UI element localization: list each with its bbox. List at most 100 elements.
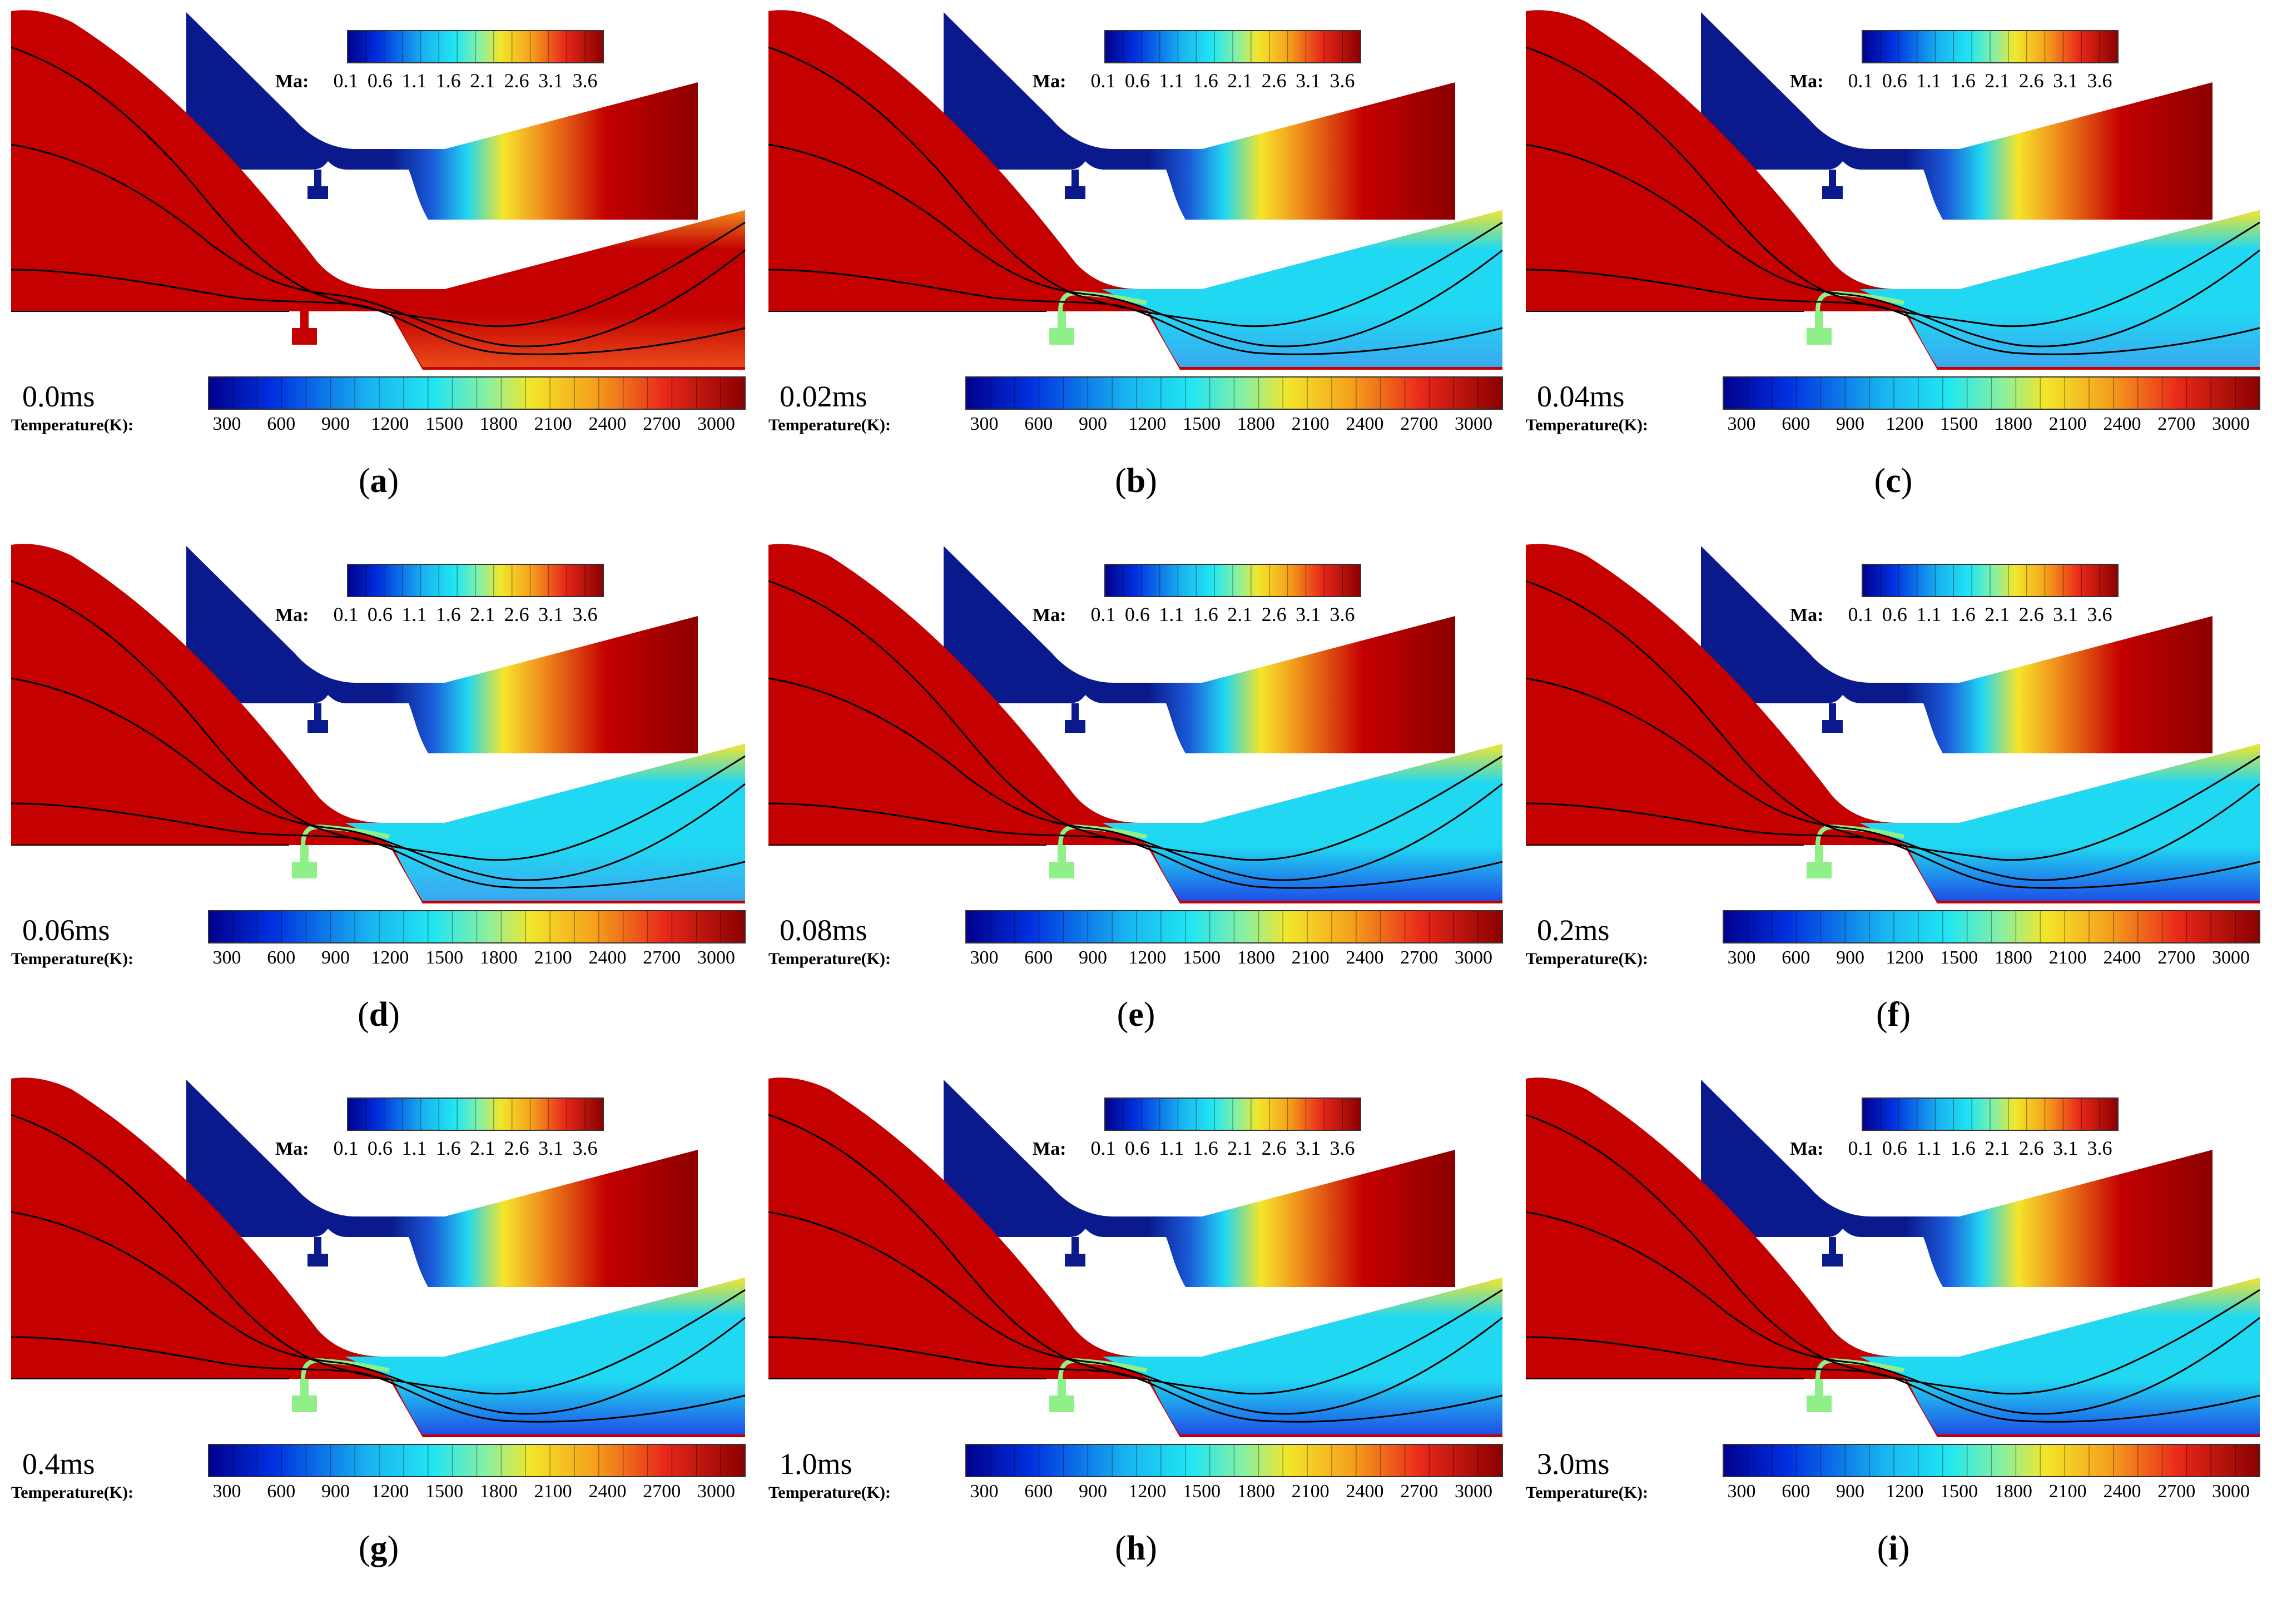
mach-colorbar-ticks: 0.1 0.6 1.1 1.6 2.1 2.6 3.1 3.6 <box>334 69 598 93</box>
streamline-2 <box>1525 143 2260 347</box>
fuel-injector <box>1049 1379 1074 1412</box>
streamline-3 <box>1525 1336 2260 1423</box>
mach-field <box>1701 546 2213 753</box>
temperature-tick-label: 600 <box>1024 1481 1053 1502</box>
temperature-tick-label: 2400 <box>588 414 627 434</box>
temperature-jet <box>345 1278 745 1434</box>
temperature-tick-label: 1800 <box>1994 414 2032 434</box>
mach-colorbar-title: Ma: <box>275 71 309 92</box>
mach-tick-label: 0.6 <box>367 69 393 92</box>
simulation-panel-e: Ma: 0.1 0.6 1.1 1.6 2.1 2.6 3.1 3.6 0.08ms Temp… <box>757 534 1515 1067</box>
temperature-colorbar-frame <box>208 910 746 943</box>
time-label: 1.0ms <box>780 1447 852 1481</box>
mach-tick-label: 2.6 <box>2018 1137 2044 1159</box>
mach-tick-label: 3.6 <box>572 69 598 92</box>
mach-colorbar-frame <box>1104 1097 1361 1131</box>
temperature-tick-label: 1500 <box>1183 1481 1221 1502</box>
mach-tick-label: 2.1 <box>1227 603 1253 625</box>
temperature-tick-label: 2100 <box>2048 414 2087 434</box>
temperature-colorbar-title: Temperature(K): <box>768 416 891 434</box>
streamlines <box>768 46 1503 355</box>
fuel-injector <box>1807 311 1832 345</box>
mach-tick-label: 3.6 <box>1330 603 1355 625</box>
mach-injector <box>1822 703 1843 733</box>
streamline-2 <box>1525 677 2260 881</box>
temperature-tick-label: 300 <box>212 947 241 968</box>
mach-tick-label: 2.6 <box>504 603 529 625</box>
mach-tick-label: 1.6 <box>435 603 461 625</box>
temperature-colorbar-gradient <box>209 1444 745 1477</box>
panel-caption-letter: g <box>370 1529 388 1567</box>
temperature-colorbar <box>208 910 746 943</box>
temperature-tick-label: 300 <box>212 1481 241 1502</box>
streamlines <box>11 1114 746 1423</box>
mach-tick-label: 0.1 <box>333 603 359 625</box>
mach-colorbar <box>347 1097 604 1131</box>
temperature-tick-label: 1800 <box>1237 947 1275 968</box>
temperature-tick-label: 900 <box>1079 947 1108 968</box>
mach-tick-label: 0.6 <box>1882 1137 1907 1159</box>
streamline-2 <box>11 677 746 881</box>
temperature-colorbar-title: Temperature(K): <box>11 416 133 434</box>
contour-svg <box>1525 544 2260 943</box>
temperature-tick-label: 2700 <box>2157 947 2196 968</box>
mach-tick-label: 2.6 <box>1261 603 1287 625</box>
mach-colorbar-title: Ma: <box>275 605 309 625</box>
temperature-colorbar <box>1723 910 2260 943</box>
mach-field <box>944 1080 1455 1287</box>
temperature-colorbar <box>208 1444 746 1477</box>
temperature-tick-label: 300 <box>970 947 999 968</box>
temperature-tick-label: 1200 <box>1886 414 1924 434</box>
mach-colorbar-title: Ma: <box>1790 605 1824 625</box>
temperature-tick-label: 1800 <box>1994 1481 2032 1502</box>
temperature-tick-label: 900 <box>1079 414 1108 434</box>
temperature-tick-label: 1200 <box>371 947 409 968</box>
mach-field <box>1701 12 2213 220</box>
mach-tick-label: 3.6 <box>572 1137 598 1159</box>
mach-tick-label: 3.1 <box>1296 1137 1321 1159</box>
temperature-tick-label: 2100 <box>534 414 572 434</box>
temperature-jet <box>1102 1278 1502 1434</box>
mach-tick-label: 2.1 <box>1985 69 2010 92</box>
temperature-colorbar-gradient <box>1723 1444 2260 1477</box>
temperature-tick-label: 2400 <box>588 947 627 968</box>
streamline-3 <box>768 269 1503 355</box>
streamlines <box>11 580 746 889</box>
mach-contour <box>944 12 1455 220</box>
mach-colorbar-gradient <box>1862 1098 2118 1130</box>
streamline-1 <box>11 46 746 327</box>
panel-caption: (e) <box>1117 996 1155 1034</box>
contour-svg <box>11 10 746 410</box>
mach-field <box>186 1080 698 1287</box>
panel-caption: (b) <box>1115 462 1157 500</box>
mach-tick-label: 1.1 <box>1159 69 1184 92</box>
mach-tick-label: 0.1 <box>1848 69 1873 92</box>
mach-colorbar <box>347 30 604 63</box>
mach-tick-label: 0.6 <box>1124 69 1150 92</box>
temperature-tick-label: 1200 <box>371 414 409 434</box>
mach-colorbar-ticks: 0.1 0.6 1.1 1.6 2.1 2.6 3.1 3.6 <box>1848 69 2112 93</box>
panel-caption-letter: h <box>1126 1529 1146 1567</box>
time-label: 3.0ms <box>1537 1447 1610 1481</box>
mach-tick-label: 1.1 <box>401 69 427 92</box>
mach-contour <box>186 12 698 220</box>
mach-field <box>944 546 1455 753</box>
mach-contour <box>186 546 698 753</box>
mach-field <box>186 546 698 753</box>
temperature-tick-label: 1500 <box>1940 414 1978 434</box>
mach-injector <box>1065 170 1085 199</box>
simulation-panel-i: Ma: 0.1 0.6 1.1 1.6 2.1 2.6 3.1 3.6 3.0ms Tempe… <box>1515 1067 2272 1601</box>
contour-svg <box>768 544 1503 943</box>
mach-tick-label: 3.1 <box>2053 69 2078 92</box>
mach-colorbar-title: Ma: <box>275 1139 309 1159</box>
panel-caption: (d) <box>358 996 400 1034</box>
temperature-colorbar <box>208 376 746 410</box>
temperature-tick-label: 3000 <box>697 1481 735 1502</box>
streamlines <box>1525 46 2260 355</box>
contour-svg <box>768 1077 1503 1477</box>
mach-tick-label: 0.1 <box>1090 603 1116 625</box>
mach-colorbar-title: Ma: <box>1790 71 1824 92</box>
temperature-colorbar-gradient <box>209 911 745 943</box>
temperature-tick-label: 600 <box>267 1481 296 1502</box>
contour-svg <box>1525 1077 2260 1477</box>
